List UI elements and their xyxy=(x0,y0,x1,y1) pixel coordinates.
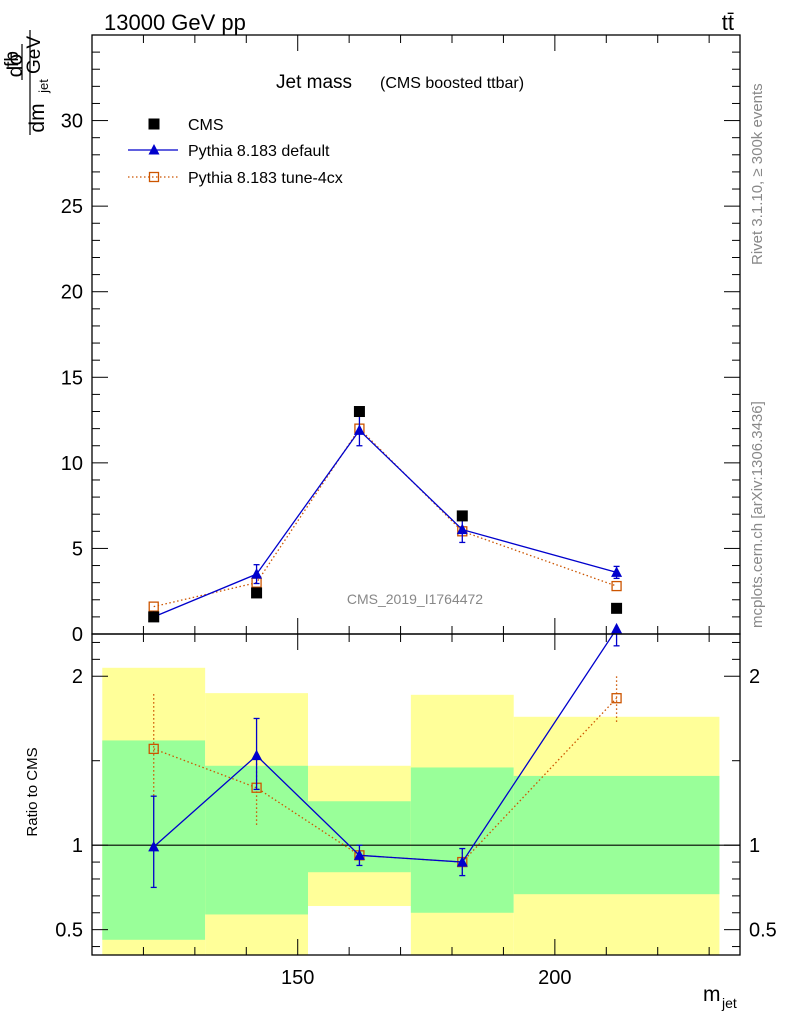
legend-label-2: Pythia 8.183 tune-4cx xyxy=(188,170,343,187)
green-band-4 xyxy=(513,775,720,895)
ylabel-unit-den: GeV xyxy=(24,36,45,74)
ratio-panel-series xyxy=(148,622,623,889)
energy-label: 13000 GeV pp xyxy=(104,10,246,35)
ratio-point-0-0 xyxy=(148,840,160,852)
legend-marker-0 xyxy=(148,118,160,130)
main-ytick-label: 20 xyxy=(61,282,83,304)
legend: CMS Pythia 8.183 default Pythia 8.183 tune… xyxy=(128,117,343,187)
green-band-3 xyxy=(410,767,514,913)
xtick-label: 200 xyxy=(538,967,571,989)
axis-ticks: 0 5 10 15 20 25 30 0.5 0.5 1 1 2 2 150 200 xyxy=(55,35,777,989)
ratio-y-axis-label: Ratio to CMS xyxy=(24,747,41,836)
ratio-point-1-4 xyxy=(611,693,622,704)
main-point-1-2 xyxy=(353,424,365,435)
main-point-0-3 xyxy=(456,510,468,522)
ylabel-unit-num: fb xyxy=(2,51,23,67)
xlabel-main: m xyxy=(703,983,721,1006)
xlabel-sub: jet xyxy=(721,995,737,1011)
ratio-ytick-label-right: 0.5 xyxy=(749,920,777,942)
legend-label-1: Pythia 8.183 default xyxy=(188,143,330,160)
x-axis-label: m jet xyxy=(703,983,737,1011)
ylabel-denominator: dm xyxy=(26,103,49,132)
chart-subtitle: (CMS boosted ttbar) xyxy=(380,75,524,92)
main-panel-series xyxy=(148,406,623,623)
chart-title: Jet mass xyxy=(276,72,352,93)
xtick-label: 150 xyxy=(281,967,314,989)
main-ytick-label: 10 xyxy=(61,453,83,475)
ratio-point-0-3 xyxy=(456,856,468,867)
main-line-series-1 xyxy=(153,429,617,618)
ratio-ytick-label-left: 1 xyxy=(72,835,83,857)
main-point-1-3 xyxy=(456,523,468,535)
legend-label-0: CMS xyxy=(188,117,224,134)
analysis-watermark: CMS_2019_I1764472 xyxy=(347,591,483,607)
main-ytick-label: 5 xyxy=(72,538,83,560)
ylabel-denominator-sub: jet xyxy=(36,79,51,94)
panel-frames xyxy=(91,34,741,956)
main-point-1-1 xyxy=(251,568,263,579)
ratio-uncertainty-bands xyxy=(102,667,720,955)
ratio-ytick-label-right: 1 xyxy=(749,835,760,857)
ratio-point-1-0 xyxy=(148,743,159,755)
ratio-panel-frame xyxy=(91,633,741,956)
main-point-0-2 xyxy=(353,406,365,418)
main-point-0-1 xyxy=(251,587,263,599)
ratio-point-0-4 xyxy=(611,622,623,634)
legend-marker-2 xyxy=(148,171,160,183)
ylabel-numerator: dσ xyxy=(4,53,27,78)
ratio-ytick-label-right: 2 xyxy=(749,666,760,688)
main-point-0-0 xyxy=(148,611,160,623)
green-band-1 xyxy=(205,765,308,915)
main-ytick-label: 25 xyxy=(61,196,83,218)
main-ytick-label: 0 xyxy=(72,624,83,646)
legend-marker-1 xyxy=(148,144,160,155)
ratio-point-0-1 xyxy=(251,749,263,761)
ratio-ytick-label-left: 2 xyxy=(72,666,83,688)
main-point-1-4 xyxy=(611,566,623,577)
main-ytick-label: 30 xyxy=(61,111,83,133)
process-label: tt̄ xyxy=(722,10,734,35)
ratio-point-0-2 xyxy=(353,849,365,860)
main-y-axis-label: dσ dm jet fb GeV xyxy=(2,30,51,135)
main-ytick-label: 15 xyxy=(61,367,83,389)
rivet-label: Rivet 3.1.10, ≥ 300k events xyxy=(749,83,766,265)
main-point-0-4 xyxy=(611,602,623,614)
main-point-2-4 xyxy=(611,580,622,592)
mcplots-label: mcplots.cern.ch [arXiv:1306.3436] xyxy=(749,401,766,628)
ratio-ytick-label-left: 0.5 xyxy=(55,920,83,942)
